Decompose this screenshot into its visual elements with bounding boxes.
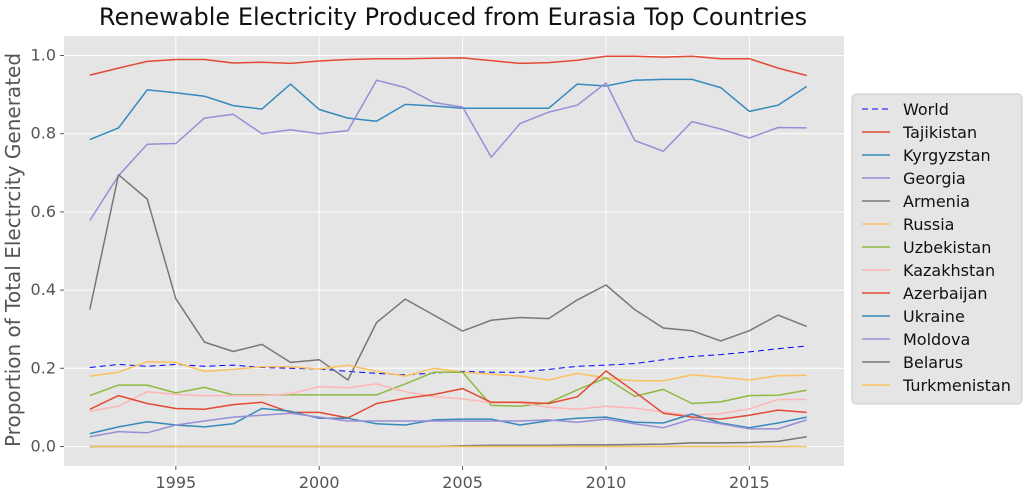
legend-label-tajikistan: Tajikistan xyxy=(902,123,977,142)
x-tick-label: 2010 xyxy=(586,473,627,492)
legend-label-world: World xyxy=(903,100,949,119)
series-line-tajikistan xyxy=(89,55,807,77)
legend-label-uzbekistan: Uzbekistan xyxy=(903,238,991,257)
series-line-armenia xyxy=(89,174,807,381)
series-line-russia xyxy=(89,360,807,382)
legend-label-azerbaijan: Azerbaijan xyxy=(903,284,988,303)
series-line-uzbekistan xyxy=(89,371,807,407)
series-line-georgia xyxy=(89,79,807,221)
x-tick-label: 2000 xyxy=(299,473,340,492)
legend: World Tajikistan Kyrgyzstan Georgia Armenia R… xyxy=(851,93,1023,405)
series-line-moldova xyxy=(89,412,807,438)
legend-label-russia: Russia xyxy=(903,215,954,234)
series-lines xyxy=(89,55,808,448)
y-axis-label: Proportion of Total Electrcity Generated xyxy=(1,53,25,447)
legend-box xyxy=(851,93,1023,405)
x-axis-ticks: 1995 2000 2005 2010 2015 xyxy=(155,466,770,492)
y-tick-label: 0.8 xyxy=(31,124,56,143)
series-line-kyrgyzstan xyxy=(89,78,808,141)
legend-label-georgia: Georgia xyxy=(903,169,966,188)
y-tick-label: 0.6 xyxy=(31,202,56,221)
y-axis-ticks: 0.0 0.2 0.4 0.6 0.8 1.0 xyxy=(31,46,64,455)
x-tick-label: 2005 xyxy=(442,473,483,492)
legend-label-ukraine: Ukraine xyxy=(903,307,965,326)
x-tick-label: 1995 xyxy=(155,473,196,492)
plot-area xyxy=(64,36,844,466)
y-tick-label: 0.4 xyxy=(31,280,56,299)
legend-label-turkmenistan: Turkmenistan xyxy=(902,376,1011,395)
series-line-ukraine xyxy=(89,407,807,435)
x-tick-label: 2015 xyxy=(729,473,770,492)
y-tick-label: 0.0 xyxy=(31,436,56,455)
legend-label-belarus: Belarus xyxy=(903,353,963,372)
series-line-kazakhstan xyxy=(89,383,807,416)
series-line-azerbaijan xyxy=(89,370,807,420)
legend-label-moldova: Moldova xyxy=(903,330,970,349)
y-tick-label: 0.2 xyxy=(31,358,56,377)
chart-title: Renewable Electricity Produced from Eura… xyxy=(99,3,807,31)
legend-label-armenia: Armenia xyxy=(903,192,970,211)
legend-label-kazakhstan: Kazakhstan xyxy=(903,261,995,280)
legend-label-kyrgyzstan: Kyrgyzstan xyxy=(903,146,991,165)
y-tick-label: 1.0 xyxy=(31,46,56,65)
